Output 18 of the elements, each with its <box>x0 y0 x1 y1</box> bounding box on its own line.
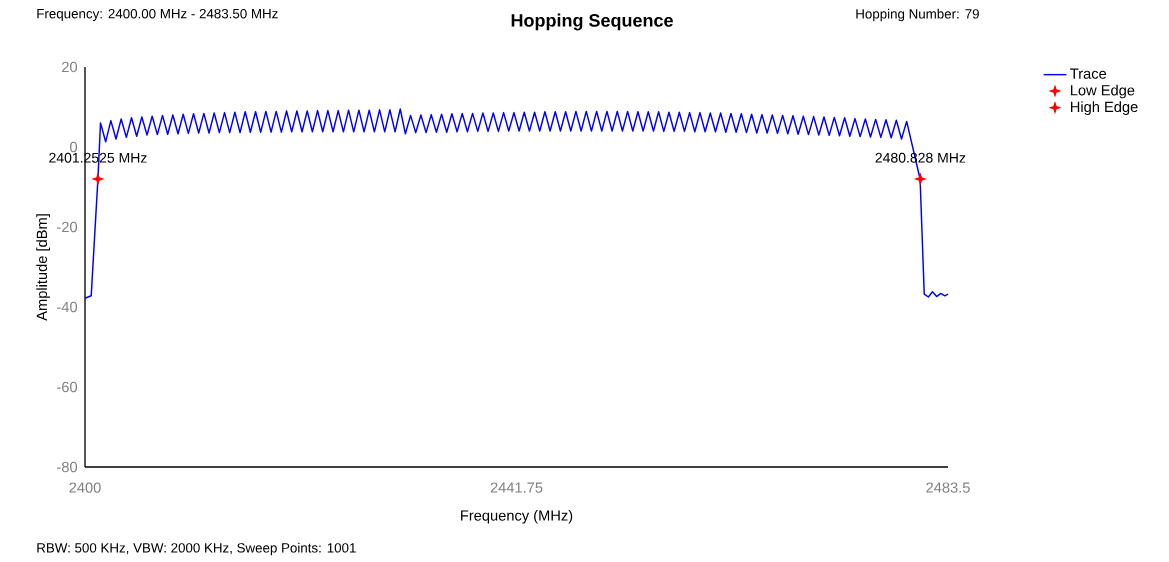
legend-label: High Edge <box>1071 101 1138 115</box>
legend-label: Low Edge <box>1071 84 1135 99</box>
x-tick-label: 2400 <box>69 482 101 493</box>
y-tick-label: 0 <box>70 141 78 153</box>
x-tick-label: 2483.5 <box>926 482 970 493</box>
y-axis-title: Amplitude [dBm] <box>36 214 50 321</box>
chart-title: Hopping Sequence <box>511 13 673 31</box>
y-tick-label: -80 <box>57 461 78 473</box>
x-axis-title: Frequency (MHz) <box>461 509 573 524</box>
text: Hopping Number: 79 <box>856 8 979 22</box>
y-tick-label: -20 <box>57 221 78 233</box>
x-tick-label: 2441.75 <box>490 482 543 493</box>
text: RBW: 500 KHz, VBW: 2000 KHz, Sweep Points: 1001 <box>37 542 356 556</box>
text: Frequency: 2400.00 MHz - 2483.50 MHz <box>37 8 278 22</box>
legend-label: Trace <box>1070 68 1107 79</box>
y-tick-label: -60 <box>57 381 78 393</box>
y-tick-label: 20 <box>62 61 78 73</box>
y-tick-label: -40 <box>57 301 78 313</box>
